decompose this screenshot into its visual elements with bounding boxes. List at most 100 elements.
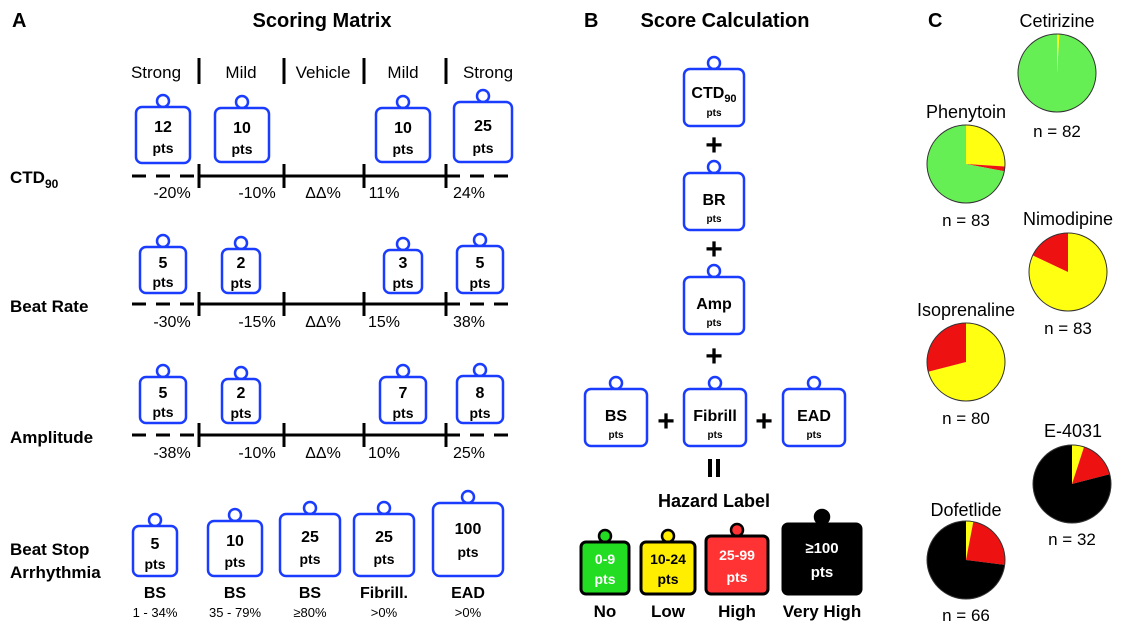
weight-value: 100 bbox=[455, 521, 482, 538]
criterion-range: >0% bbox=[455, 605, 482, 620]
plus-sign: + bbox=[705, 340, 723, 373]
pie-name: Dofetlide bbox=[930, 500, 1001, 520]
hazard-unit: pts bbox=[811, 564, 834, 581]
weight-value: 5 bbox=[159, 385, 168, 402]
calc-br-weight: BR pts bbox=[682, 159, 746, 232]
pie-name: Nimodipine bbox=[1023, 209, 1113, 229]
tick-label: -10% bbox=[238, 185, 275, 202]
pie-slice-low bbox=[966, 125, 1005, 167]
weight-value: 8 bbox=[476, 385, 485, 402]
plus-sign: + bbox=[657, 405, 675, 438]
weight-value: 25 bbox=[375, 529, 393, 546]
tick-label: 25% bbox=[453, 445, 485, 462]
weight-unit: pts bbox=[374, 551, 395, 567]
axis-ctd bbox=[132, 164, 512, 188]
calc-unit: pts bbox=[707, 108, 722, 119]
pie-phenytoin bbox=[926, 124, 1006, 204]
weight-value: 5 bbox=[151, 536, 160, 553]
tick-label: ΔΔ% bbox=[305, 314, 341, 331]
weight-unit: pts bbox=[393, 405, 414, 421]
header-mild-left: Mild bbox=[225, 63, 256, 82]
header-strong-left: Strong bbox=[131, 63, 181, 82]
pie-slice-high bbox=[966, 164, 1005, 172]
pie-cetirizine bbox=[1017, 33, 1097, 113]
weight-bs-mid: 10 pts bbox=[206, 507, 264, 578]
criterion-range: 1 - 34% bbox=[133, 605, 178, 620]
panel-c: C Cetirizine n = 82 Phenytoin n = 83 Nim… bbox=[917, 10, 1113, 624]
hazard-low: 10-24 pts High Low bbox=[639, 528, 697, 621]
weight-value: 3 bbox=[399, 255, 408, 272]
pie-slice-high bbox=[1072, 446, 1110, 484]
calc-unit: pts bbox=[707, 318, 722, 329]
panel-b: B Score Calculation CTD90 pts + BR pts +… bbox=[579, 10, 863, 621]
row-ctd: 12 pts 10 pts 10 pts 25 pts bbox=[132, 88, 514, 202]
weight-amp-strong-pos: 8 pts bbox=[455, 362, 505, 425]
pie-n: n = 82 bbox=[1033, 122, 1081, 141]
tick-label: 15% bbox=[368, 314, 400, 331]
pie-charts bbox=[926, 33, 1112, 600]
pie-n: n = 83 bbox=[1044, 319, 1092, 338]
criterion-name: EAD bbox=[451, 585, 485, 602]
calc-amp-weight: Amp pts bbox=[682, 263, 746, 336]
tick-label: -30% bbox=[153, 314, 190, 331]
weight-unit: pts bbox=[145, 556, 166, 572]
calc-bs-weight: BS pts bbox=[583, 375, 649, 448]
panel-b-letter: B bbox=[584, 10, 598, 32]
calc-unit: pts bbox=[609, 430, 624, 441]
pie-outline bbox=[1032, 444, 1112, 524]
weight-unit: pts bbox=[231, 405, 252, 421]
weight-value: 12 bbox=[154, 119, 172, 136]
hazard-very-high: ≥100 pts Very High bbox=[781, 508, 863, 621]
weight-ctd-mild-neg: 10 pts bbox=[213, 94, 271, 164]
weight-value: 25 bbox=[301, 529, 319, 546]
calc-ead-weight: EAD pts bbox=[781, 375, 847, 448]
panel-a-letter: A bbox=[12, 10, 26, 32]
axis-amplitude bbox=[132, 423, 512, 447]
calc-unit: pts bbox=[708, 430, 723, 441]
row-label-amplitude: Amplitude bbox=[10, 428, 93, 447]
weight-unit: pts bbox=[473, 140, 494, 156]
header-mild-right: Mild bbox=[387, 63, 418, 82]
weight-br-mild-neg: 2 pts bbox=[220, 235, 262, 295]
plus-sign: + bbox=[705, 233, 723, 266]
row-label-arrhythmia: Arrhythmia bbox=[10, 563, 101, 582]
pie-n: n = 83 bbox=[942, 211, 990, 230]
pie-slice-high bbox=[1032, 233, 1068, 272]
panel-c-letter: C bbox=[928, 10, 942, 32]
pie-slice-low bbox=[966, 521, 974, 560]
row-label-beat-stop: Beat Stop bbox=[10, 540, 89, 559]
tick-label: -15% bbox=[238, 314, 275, 331]
weight-unit: pts bbox=[470, 405, 491, 421]
pie-slice-low bbox=[1072, 445, 1085, 484]
weight-value: 7 bbox=[399, 385, 408, 402]
criterion-range: ≥80% bbox=[293, 605, 327, 620]
weight-br-mild-pos: 3 pts bbox=[382, 236, 424, 295]
weight-ctd-mild-pos: 10 pts bbox=[374, 94, 432, 164]
panel-b-title: Score Calculation bbox=[641, 10, 810, 32]
pie-name: E-4031 bbox=[1044, 421, 1102, 441]
pie-outline bbox=[926, 322, 1006, 402]
weight-unit: pts bbox=[300, 551, 321, 567]
weight-unit: pts bbox=[393, 275, 414, 291]
criterion-name: BS bbox=[299, 585, 322, 602]
hazard-unit: pts bbox=[595, 571, 616, 587]
calc-label: CTD90 bbox=[691, 85, 736, 105]
weight-value: 25 bbox=[474, 118, 492, 135]
hazard-label: Very High bbox=[783, 602, 861, 621]
axis-beat-rate bbox=[132, 292, 512, 316]
pie-slice-low bbox=[1057, 34, 1060, 73]
hazard-range: 25-99 bbox=[719, 547, 755, 563]
pie-slice-very-high bbox=[1033, 445, 1112, 523]
hazard-range: 10-24 bbox=[650, 551, 686, 567]
weight-unit: pts bbox=[153, 140, 174, 156]
tick-label: -38% bbox=[153, 445, 190, 462]
weight-value: 2 bbox=[237, 255, 246, 272]
pie-name: Isoprenaline bbox=[917, 300, 1015, 320]
pie-nimodipine bbox=[1028, 232, 1108, 312]
weight-br-strong-pos: 5 pts bbox=[455, 232, 505, 295]
hazard-label: Low bbox=[651, 602, 686, 621]
weight-fibrill: 25 pts bbox=[352, 500, 416, 578]
pie-dofetlide bbox=[926, 520, 1006, 600]
weight-value: 2 bbox=[237, 385, 246, 402]
